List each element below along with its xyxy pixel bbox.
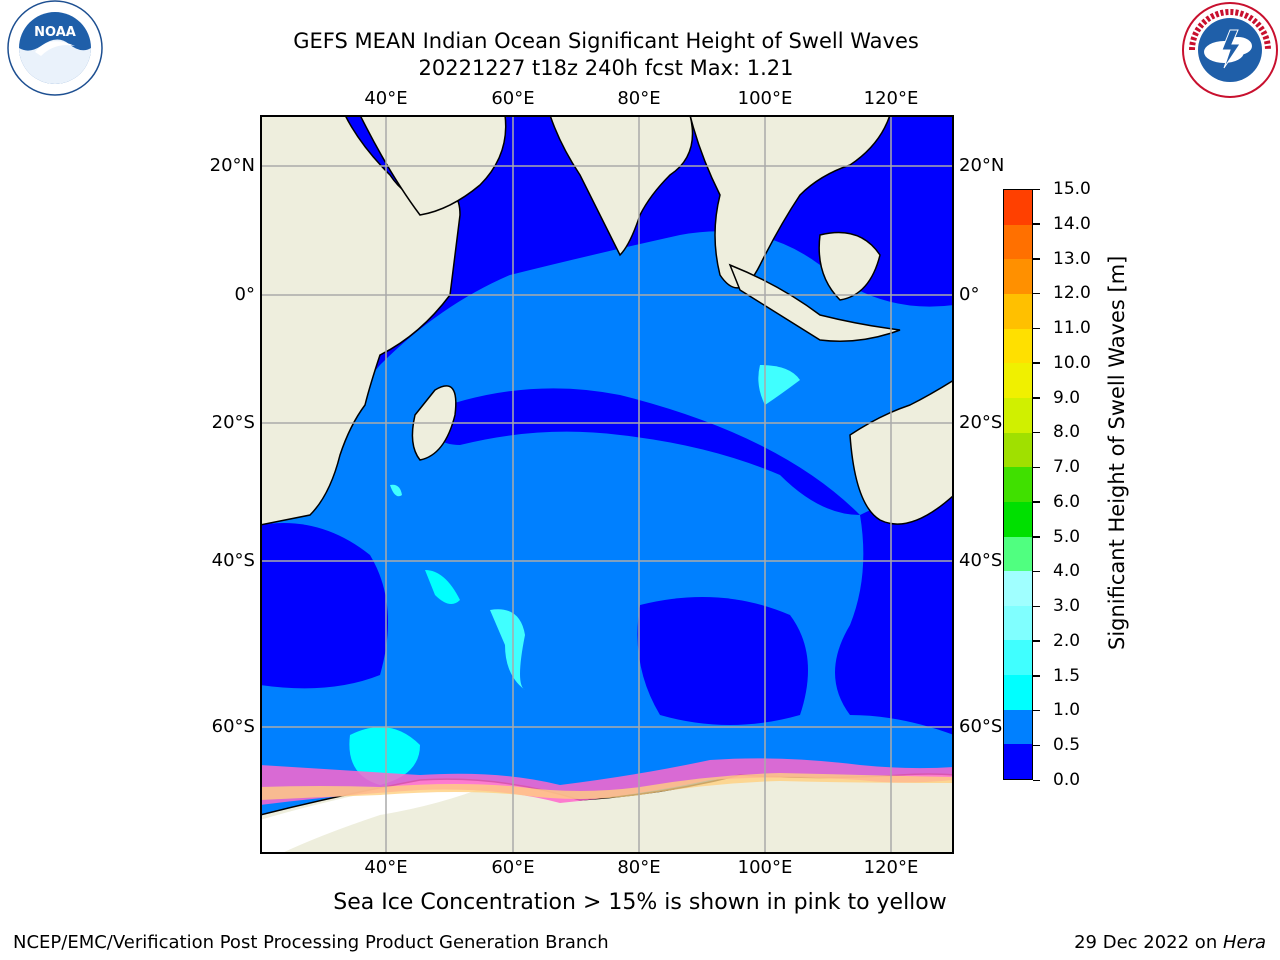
colorbar-tick-label: 2.0 bbox=[1053, 630, 1081, 651]
colorbar-tick-label: 12.0 bbox=[1053, 283, 1091, 304]
lat-label-left: 40°S bbox=[211, 550, 255, 571]
land-australia bbox=[849, 379, 954, 525]
colorbar-tick-label: 15.0 bbox=[1053, 179, 1091, 199]
colorbar-segment bbox=[1004, 675, 1032, 710]
nws-logo-icon bbox=[1182, 2, 1278, 98]
lat-label-left: 60°S bbox=[211, 716, 255, 737]
lon-label-top: 120°E bbox=[863, 88, 919, 109]
colorbar-tick-label: 5.0 bbox=[1053, 526, 1081, 547]
map-frame bbox=[260, 115, 954, 854]
colorbar-tick-mark bbox=[1033, 466, 1040, 469]
footer-branch: NCEP/EMC/Verification Post Processing Pr… bbox=[13, 932, 609, 953]
map-title: GEFS MEAN Indian Ocean Significant Heigh… bbox=[293, 29, 919, 53]
colorbar-tick-label: 0.5 bbox=[1053, 735, 1081, 756]
colorbar-segment bbox=[1004, 501, 1032, 537]
colorbar-tick-label: 4.0 bbox=[1053, 561, 1081, 582]
footer-date: 29 Dec 2022 on Hera bbox=[1074, 932, 1266, 953]
colorbar-tick-label: 7.0 bbox=[1053, 457, 1081, 478]
swell-map bbox=[260, 115, 954, 854]
colorbar-tick-mark bbox=[1033, 640, 1040, 642]
colorbar-tick-label: 8.0 bbox=[1053, 422, 1081, 443]
colorbar-tick-mark bbox=[1033, 188, 1040, 190]
footer-date-text: 29 Dec 2022 on bbox=[1074, 932, 1223, 953]
colorbar-segment bbox=[1004, 744, 1032, 779]
colorbar-segment bbox=[1004, 432, 1032, 468]
colorbar-segment bbox=[1004, 536, 1032, 572]
colorbar-tick-label: 1.0 bbox=[1053, 700, 1081, 721]
sea-ice-note: Sea Ice Concentration > 15% is shown in … bbox=[333, 890, 947, 915]
colorbar-tick-label: 6.0 bbox=[1053, 491, 1081, 512]
colorbar-segment bbox=[1004, 605, 1032, 641]
lon-label-bottom: 40°E bbox=[364, 857, 408, 878]
noaa-logo-text: NOAA bbox=[34, 25, 76, 40]
ocean-low-band bbox=[420, 388, 860, 515]
colorbar-tick-mark bbox=[1033, 709, 1040, 712]
colorbar-segment bbox=[1004, 190, 1032, 225]
lon-label-bottom: 80°E bbox=[617, 857, 661, 878]
colorbar-tick-label: 10.0 bbox=[1053, 352, 1091, 373]
lon-label-top: 80°E bbox=[617, 88, 661, 109]
colorbar-tick-mark bbox=[1033, 327, 1040, 330]
colorbar-segment bbox=[1004, 294, 1032, 329]
lat-label-left: 20°N bbox=[209, 155, 255, 176]
lon-label-bottom: 60°E bbox=[491, 857, 535, 878]
lat-label-right: 40°S bbox=[959, 550, 1003, 571]
colorbar-tick-mark bbox=[1033, 501, 1040, 503]
colorbar-tick-label: 0.0 bbox=[1053, 770, 1081, 790]
noaa-logo-icon: NOAA bbox=[7, 0, 103, 96]
colorbar-tick-mark bbox=[1033, 292, 1040, 295]
map-grid bbox=[260, 115, 954, 854]
colorbar-segment bbox=[1004, 328, 1032, 364]
colorbar-segment bbox=[1004, 224, 1032, 260]
colorbar-tick-label: 9.0 bbox=[1053, 387, 1081, 408]
map-subtitle: 20221227 t18z 240h fcst Max: 1.21 bbox=[418, 56, 794, 80]
colorbar-tick-mark bbox=[1033, 570, 1040, 573]
lon-label-top: 100°E bbox=[737, 88, 793, 109]
colorbar-tick-mark bbox=[1033, 536, 1040, 538]
colorbar-segment bbox=[1004, 363, 1032, 398]
lon-label-bottom: 120°E bbox=[863, 857, 919, 878]
colorbar-tick-mark bbox=[1033, 397, 1040, 399]
lon-label-bottom: 100°E bbox=[737, 857, 793, 878]
sea-ice-fringe bbox=[260, 758, 954, 805]
colorbar-tick-mark bbox=[1033, 675, 1040, 677]
colorbar bbox=[1003, 189, 1033, 780]
colorbar-label: Significant Height of Swell Waves [m] bbox=[1105, 255, 1129, 650]
colorbar-segment bbox=[1004, 397, 1032, 433]
colorbar-segment bbox=[1004, 640, 1032, 676]
lat-label-left: 20°S bbox=[211, 412, 255, 433]
lat-label-right: 0° bbox=[959, 284, 980, 305]
colorbar-tick-mark bbox=[1033, 744, 1040, 747]
colorbar-tick-label: 13.0 bbox=[1053, 248, 1091, 269]
colorbar-segment bbox=[1004, 571, 1032, 606]
colorbar-tick-mark bbox=[1033, 258, 1040, 260]
colorbar-tick-label: 11.0 bbox=[1053, 318, 1091, 339]
lat-label-right: 20°N bbox=[959, 155, 1005, 176]
footer-host: Hera bbox=[1222, 932, 1266, 953]
colorbar-tick-label: 3.0 bbox=[1053, 596, 1081, 617]
colorbar-tick-mark bbox=[1033, 362, 1040, 364]
lat-label-right: 20°S bbox=[959, 412, 1003, 433]
colorbar-tick-mark bbox=[1033, 431, 1040, 434]
colorbar-tick-mark bbox=[1033, 223, 1040, 225]
colorbar-segment bbox=[1004, 467, 1032, 502]
lat-label-right: 60°S bbox=[959, 716, 1003, 737]
colorbar-tick-label: 1.5 bbox=[1053, 665, 1081, 686]
lon-label-top: 40°E bbox=[364, 88, 408, 109]
lon-label-top: 60°E bbox=[491, 88, 535, 109]
colorbar-tick-label: 14.0 bbox=[1053, 213, 1091, 234]
lat-label-left: 0° bbox=[234, 284, 255, 305]
colorbar-tick-mark bbox=[1033, 605, 1040, 608]
colorbar-segment bbox=[1004, 259, 1032, 295]
colorbar-segment bbox=[1004, 709, 1032, 745]
colorbar-tick-mark bbox=[1033, 779, 1040, 781]
